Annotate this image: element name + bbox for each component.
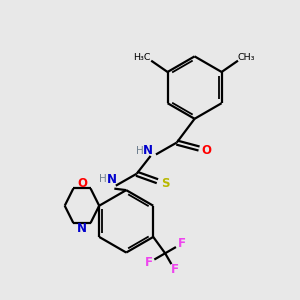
Text: O: O: [77, 177, 87, 190]
Text: N: N: [77, 222, 87, 235]
Text: O: O: [202, 143, 212, 157]
Text: F: F: [178, 237, 186, 250]
Text: S: S: [161, 177, 170, 190]
Text: CH₃: CH₃: [238, 52, 255, 62]
Text: H: H: [100, 174, 107, 184]
Text: F: F: [145, 256, 153, 269]
Text: F: F: [171, 263, 178, 276]
Text: N: N: [143, 144, 153, 158]
Text: H: H: [136, 146, 143, 156]
Text: H₃C: H₃C: [133, 52, 150, 62]
Text: N: N: [107, 172, 117, 186]
